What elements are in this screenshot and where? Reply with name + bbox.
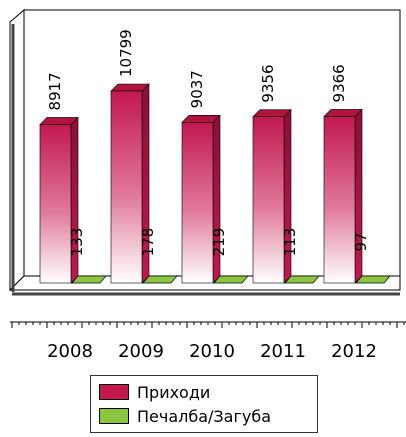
- bar-profit-2009: [142, 275, 178, 284]
- legend-label-revenue: Приходи: [137, 382, 211, 402]
- x-axis-labels: 2008 2009 2010 2011 2012: [47, 341, 377, 362]
- bar-profit-2010: [213, 275, 249, 284]
- x-tick-label: 2012: [331, 341, 377, 362]
- bar-revenue-2010: [181, 114, 221, 284]
- legend-item-revenue: Приходи: [99, 380, 309, 404]
- data-label-revenue: 10799: [117, 29, 135, 77]
- data-label-revenue: 8917: [46, 72, 64, 110]
- x-tick-label: 2011: [260, 341, 306, 362]
- data-label-revenue: 9366: [330, 64, 348, 102]
- data-label-profit: 178: [139, 228, 157, 257]
- x-axis-ticks: [10, 321, 406, 328]
- data-label-profit: 113: [281, 228, 299, 257]
- data-label-revenue: 9037: [188, 70, 206, 108]
- x-tick-label: 2010: [189, 341, 235, 362]
- bar-revenue-2011: [252, 108, 292, 284]
- bar-profit-2008: [71, 275, 107, 284]
- bar-revenue-2008: [39, 116, 79, 284]
- bar-profit-2011: [284, 275, 320, 284]
- bar-revenue-2012: [323, 108, 363, 284]
- data-label-profit: 97: [352, 232, 370, 251]
- data-label-profit: 219: [210, 228, 228, 257]
- legend: Приходи Печалба/Загуба: [90, 375, 318, 433]
- bar-revenue-2009: [110, 83, 150, 284]
- legend-label-profit: Печалба/Загуба: [137, 406, 272, 426]
- data-label-revenue: 9356: [259, 64, 277, 102]
- legend-swatch-profit: [99, 408, 129, 424]
- legend-item-profit: Печалба/Загуба: [99, 404, 309, 428]
- data-label-profit: 133: [68, 228, 86, 257]
- bars-group: 8917 133 10799 178 9037 219 9356 113 9366 97: [39, 29, 391, 284]
- x-tick-label: 2008: [47, 341, 93, 362]
- bar-profit-2012: [355, 275, 391, 284]
- legend-swatch-revenue: [99, 384, 129, 400]
- x-tick-label: 2009: [118, 341, 164, 362]
